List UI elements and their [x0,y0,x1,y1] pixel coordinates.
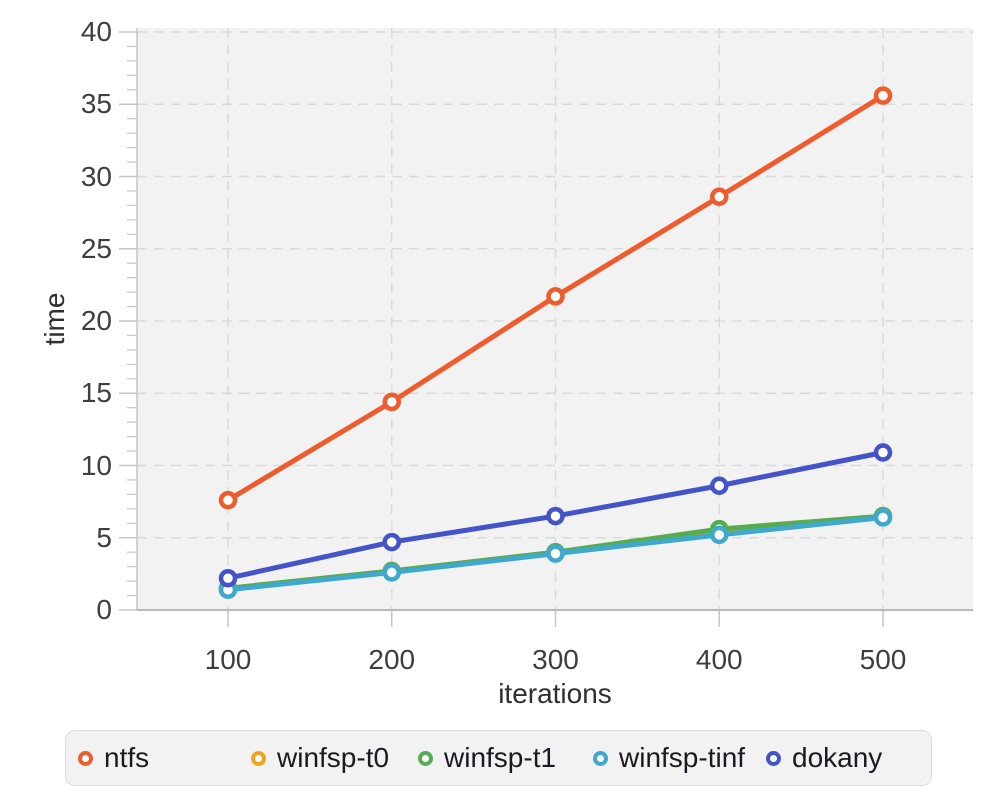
data-point-ntfs [218,490,238,510]
legend-marker-icon [251,750,266,766]
data-point-winfsp-tinf [873,508,893,527]
y-tick-label: 25 [80,232,112,264]
legend-label: dokany [792,742,883,773]
y-axis-title: time [39,292,70,346]
legend-label: winfsp-tinf [619,742,746,773]
data-point-dokany [546,506,565,526]
legend-item-winfsp-tinf[interactable]: winfsp-tinf [593,731,745,785]
x-tick-label: 300 [532,644,579,675]
y-tick-label: 35 [80,88,112,120]
y-tick-label: 40 [80,16,112,47]
legend-label: winfsp-t0 [277,742,390,773]
plot-area [119,28,973,627]
y-tick-label: 30 [80,160,112,192]
data-point-ntfs [382,392,401,412]
data-point-ntfs [710,187,729,206]
data-point-dokany [873,443,893,462]
legend-marker-icon [78,750,93,766]
legend: ntfs winfsp-t0 winfsp-t1 winfsp-tinf dokany [65,730,932,786]
data-point-ntfs [873,86,893,105]
legend-item-dokany[interactable]: dokany [766,731,882,785]
legend-marker-icon [766,750,781,766]
x-tick-label: 400 [695,644,743,675]
data-point-ntfs [546,287,565,306]
legend-label: winfsp-t1 [444,742,557,773]
legend-item-winfsp-t1[interactable]: winfsp-t1 [418,731,556,785]
y-tick-label: 5 [96,521,112,553]
y-tick-label: 10 [80,449,112,481]
x-tick-label: 200 [368,644,416,675]
legend-label: ntfs [104,742,150,773]
legend-marker-icon [593,750,608,766]
data-point-dokany [382,532,401,552]
y-tick-label: 20 [80,305,112,336]
data-point-dokany [710,476,729,495]
data-point-winfsp-tinf [382,563,401,582]
y-tick-label: 15 [80,377,112,409]
x-tick-label: 500 [859,644,907,675]
legend-item-winfsp-t0[interactable]: winfsp-t0 [251,731,389,785]
data-point-winfsp-tinf [546,544,565,563]
x-axis-title: iterations [498,678,612,709]
x-tick-label: 100 [204,644,252,675]
y-tick-label: 0 [96,594,112,625]
data-point-winfsp-tinf [710,525,729,545]
legend-marker-icon [418,750,433,766]
data-point-dokany [218,568,238,588]
legend-item-ntfs[interactable]: ntfs [78,731,149,785]
